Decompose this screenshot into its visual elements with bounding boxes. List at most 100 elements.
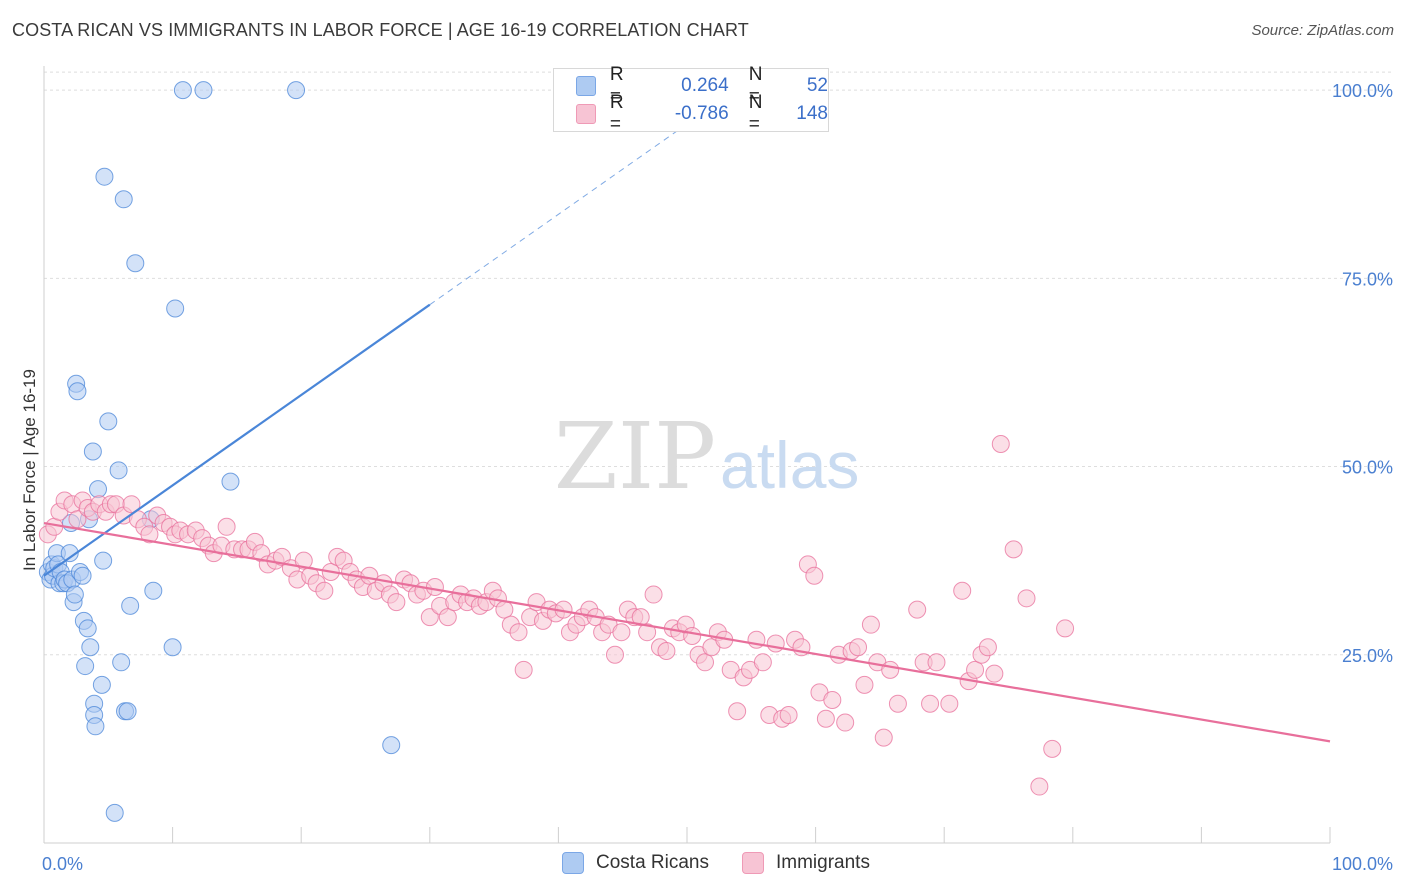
data-point <box>805 566 824 585</box>
legend-swatch-immigrants <box>742 852 764 874</box>
y-tick-label: 50.0% <box>1342 458 1393 478</box>
data-point <box>874 728 893 747</box>
watermark: ZIP atlas <box>554 403 860 510</box>
n-value-immigrants: 148 <box>796 103 828 124</box>
n-label: N = <box>748 64 763 107</box>
data-point <box>221 472 240 491</box>
data-point <box>966 660 985 679</box>
data-point <box>83 442 102 461</box>
legend-item-immigrants[interactable]: Immigrants <box>742 852 870 874</box>
y-tick-label: 100.0% <box>1332 81 1393 101</box>
data-point <box>438 608 457 627</box>
series-immigrants <box>38 434 1075 796</box>
data-point <box>657 642 676 661</box>
data-point <box>861 615 880 634</box>
x-tick-label: 100.0% <box>1332 854 1393 874</box>
data-point <box>60 544 79 563</box>
data-point <box>92 675 111 694</box>
data-point <box>753 653 772 672</box>
data-point <box>940 694 959 713</box>
tick-labels: 25.0% 50.0% 75.0% 100.0% 0.0% 100.0% <box>42 81 1393 874</box>
data-point <box>514 660 533 679</box>
legend-swatch-blue <box>576 76 596 96</box>
data-point <box>855 675 874 694</box>
data-point <box>95 167 114 186</box>
data-point <box>65 585 84 604</box>
data-point <box>315 581 334 600</box>
data-point <box>849 638 868 657</box>
data-point <box>1030 777 1049 796</box>
legend-swatch-costa-ricans <box>562 852 584 874</box>
data-point <box>68 382 87 401</box>
data-point <box>112 653 131 672</box>
data-point <box>953 581 972 600</box>
trend-lines <box>43 78 1331 743</box>
legend-label-immigrants: Immigrants <box>776 852 870 873</box>
data-point <box>86 717 105 736</box>
data-point <box>94 551 113 570</box>
data-point <box>287 81 306 100</box>
data-point <box>631 608 650 627</box>
data-point <box>766 634 785 653</box>
data-point <box>908 600 927 619</box>
data-point <box>823 690 842 709</box>
data-point <box>217 517 236 536</box>
data-point <box>122 495 141 514</box>
r-value-costa-ricans: 0.264 <box>681 75 729 96</box>
n-label: N = <box>748 92 763 135</box>
data-point <box>779 706 798 725</box>
data-point <box>194 81 213 100</box>
data-point <box>495 600 514 619</box>
data-point <box>76 657 95 676</box>
correlation-legend: R = 0.264 N = 52 R = -0.786 N = 148 <box>553 64 829 135</box>
data-point <box>509 623 528 642</box>
data-point <box>99 412 118 431</box>
data-point <box>991 434 1010 453</box>
data-point <box>89 480 108 499</box>
data-point <box>425 578 444 597</box>
data-point <box>78 619 97 638</box>
data-point <box>728 702 747 721</box>
data-point <box>978 638 997 657</box>
data-point <box>696 653 715 672</box>
r-label: R = <box>609 92 624 135</box>
n-value-costa-ricans: 52 <box>806 75 828 96</box>
series-legend: Costa Ricans Immigrants <box>0 852 1406 876</box>
data-point <box>114 190 133 209</box>
data-point <box>126 254 145 273</box>
data-point <box>118 702 137 721</box>
watermark-atlas: atlas <box>720 428 859 502</box>
y-tick-label: 75.0% <box>1342 269 1393 289</box>
trend-line <box>43 521 1331 743</box>
data-point <box>109 461 128 480</box>
data-point <box>1004 540 1023 559</box>
data-point <box>420 608 439 627</box>
legend-swatch-pink <box>576 104 596 124</box>
data-point <box>605 645 624 664</box>
legend-row-immigrants: R = -0.786 N = 148 <box>576 92 828 135</box>
data-point <box>683 626 702 645</box>
chart-title: COSTA RICAN VS IMMIGRANTS IN LABOR FORCE… <box>12 20 749 40</box>
data-point <box>121 596 140 615</box>
data-point <box>1043 739 1062 758</box>
data-point <box>140 525 159 544</box>
data-point <box>836 713 855 732</box>
data-point <box>927 653 946 672</box>
data-point <box>888 694 907 713</box>
data-point <box>387 593 406 612</box>
r-label: R = <box>609 64 624 107</box>
data-point <box>612 623 631 642</box>
legend-label-costa-ricans: Costa Ricans <box>596 852 709 873</box>
legend-item-costa-ricans[interactable]: Costa Ricans <box>562 852 709 874</box>
data-point <box>638 623 657 642</box>
data-point <box>81 638 100 657</box>
data-point <box>985 664 1004 683</box>
data-point <box>166 299 185 318</box>
data-point <box>382 736 401 755</box>
data-point <box>73 566 92 585</box>
r-value-immigrants: -0.786 <box>674 103 729 124</box>
data-point <box>173 81 192 100</box>
x-tick-label: 0.0% <box>42 854 83 874</box>
axes <box>43 66 1331 844</box>
